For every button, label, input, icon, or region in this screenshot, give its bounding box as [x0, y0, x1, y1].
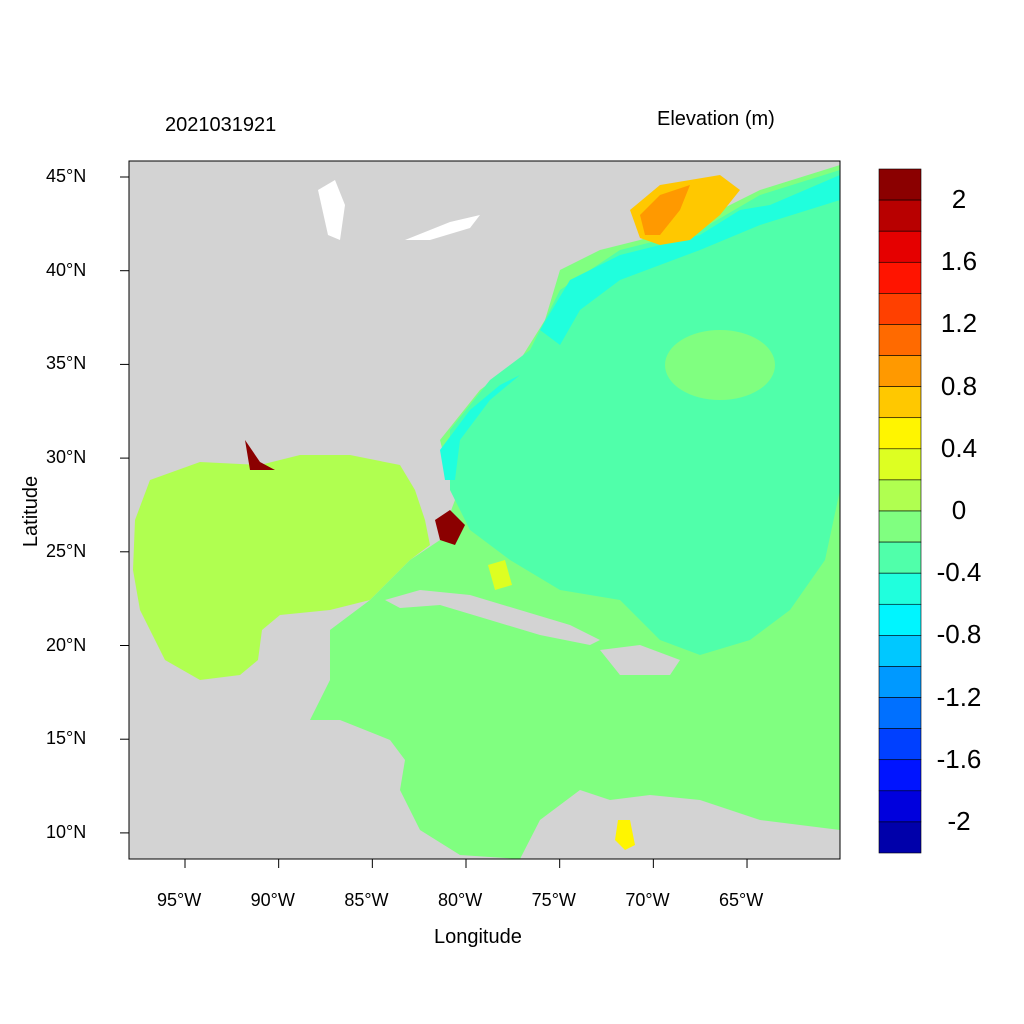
atlantic-basin [450, 170, 840, 655]
y-tick-label: 10°N [46, 821, 87, 842]
x-tick-label: 75°W [531, 890, 576, 910]
colorbar-label: -0.4 [936, 557, 982, 588]
date-title: 2021031921 [165, 114, 277, 136]
colorbar-label: 1.2 [940, 308, 978, 339]
y-tick-label: 25°N [46, 540, 87, 561]
variable-title: Elevation (m) [657, 108, 775, 130]
colorbar-box [878, 510, 922, 543]
colorbar-label: -1.6 [936, 743, 982, 774]
cuba [385, 590, 600, 645]
lake-erie-ontario [405, 215, 480, 240]
y-tick-label: 15°N [46, 728, 87, 749]
colorbar-box [878, 448, 922, 481]
x-axis-label: Longitude [434, 926, 522, 948]
lake-maracaibo [615, 820, 635, 850]
colorbar-box [878, 261, 922, 294]
bahamas-bank [488, 560, 512, 590]
colorbar-label: 2 [951, 184, 967, 215]
east-coast-band [440, 375, 520, 480]
hispaniola [600, 645, 680, 675]
y-tick-label: 45°N [46, 166, 87, 186]
colorbar-label: -0.8 [936, 619, 982, 650]
colorbar-label: -2 [947, 805, 971, 836]
y-axis-label: Latitude [20, 475, 43, 548]
x-tick-label: 70°W [625, 890, 670, 910]
colorbar-box [878, 324, 922, 356]
y-tick-label: 40°N [46, 259, 87, 280]
x-tick-label: 80°W [438, 890, 483, 910]
colorbar-box [878, 386, 922, 419]
florida-surge [435, 510, 465, 545]
colorbar-box [878, 821, 922, 854]
colorbar-label: -1.2 [936, 681, 982, 712]
x-tick-label: 85°W [344, 890, 389, 910]
map-frame [128, 160, 841, 860]
x-tick-label: 90°W [250, 890, 295, 910]
x-tick-label: 65°W [719, 890, 764, 910]
colorbar-label: 1.6 [940, 246, 978, 277]
gulf-of-mexico [133, 455, 430, 680]
x-tick-label: 95°W [157, 890, 202, 910]
sargasso-high [665, 330, 775, 400]
colorbar-box [878, 293, 922, 325]
colorbar-box [878, 230, 922, 263]
gulf-of-maine-high [640, 185, 690, 235]
colorbar-label: 0 [951, 495, 967, 525]
y-tick-label: 20°N [46, 634, 87, 655]
colorbar-box [878, 541, 922, 574]
colorbar-box [878, 355, 922, 387]
colorbar-box [878, 417, 922, 450]
y-tick-label: 35°N [46, 353, 87, 374]
lake-michigan [318, 180, 345, 240]
y-tick-label: 30°N [46, 447, 87, 468]
colorbar-box [878, 790, 922, 823]
colorbar-label: 0.4 [940, 432, 978, 463]
colorbar-box [878, 697, 922, 729]
colorbar-box [878, 572, 922, 605]
shelf-band [540, 175, 840, 345]
colorbar-label: 0.8 [940, 370, 978, 401]
colorbar-box [878, 603, 922, 636]
colorbar-box [878, 728, 922, 761]
colorbar-box [878, 666, 922, 698]
colorbar-box [878, 635, 922, 667]
louisiana-surge [245, 440, 275, 470]
